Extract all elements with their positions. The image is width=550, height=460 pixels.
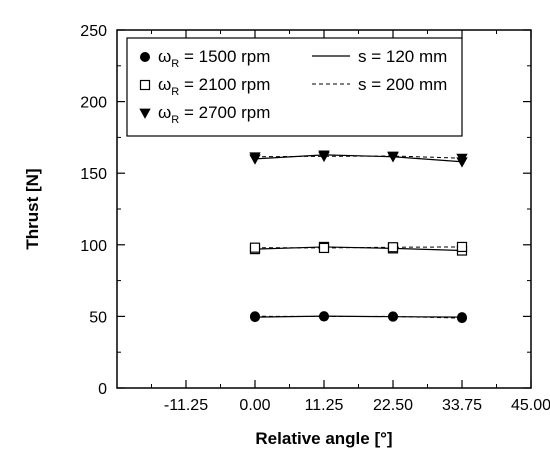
series-line — [254, 154, 463, 163]
data-point — [387, 151, 399, 162]
data-point — [318, 151, 330, 163]
y-tick-label: 100 — [80, 238, 107, 255]
data-point — [249, 152, 261, 163]
data-point — [319, 311, 329, 322]
legend-label: ωR = 1500 rpm — [158, 47, 270, 70]
series-layer — [249, 150, 468, 324]
y-tick-label: 150 — [80, 166, 107, 183]
series-1500rpm-200mm — [250, 311, 467, 324]
series-2100rpm-120mm — [249, 241, 468, 256]
data-point — [456, 241, 468, 253]
legend-entry: s = 120 mm — [312, 47, 447, 66]
legend: ωR = 1500 rpm ωR = 2100 rpm ωR = 2700 rpm s… — [126, 37, 463, 137]
data-point — [457, 313, 467, 324]
legend-box — [126, 37, 463, 137]
data-point — [388, 311, 398, 322]
legend-marker — [139, 108, 151, 119]
x-tick-label: 11.25 — [305, 397, 344, 414]
legend-entry: ωR = 2700 rpm — [139, 103, 270, 126]
x-tick-label: 45.00 — [511, 397, 550, 414]
legend-entry: s = 200 mm — [312, 75, 447, 94]
data-point — [387, 242, 399, 253]
data-point — [318, 242, 330, 254]
series-2100rpm-200mm — [249, 241, 468, 254]
data-point — [249, 242, 261, 253]
legend-label: s = 200 mm — [358, 75, 447, 94]
data-point — [456, 153, 468, 164]
legend-label: s = 120 mm — [358, 47, 447, 66]
x-tick-label: 33.75 — [442, 397, 482, 414]
data-point — [250, 311, 260, 322]
legend-entry: ωR = 2100 rpm — [139, 75, 270, 98]
legend-entry: ωR = 1500 rpm — [140, 47, 270, 70]
series-line — [254, 315, 463, 318]
legend-marker — [140, 52, 150, 62]
x-tick-label: 22.50 — [373, 397, 413, 414]
y-tick-label: 0 — [98, 381, 107, 398]
series-2700rpm-200mm — [249, 151, 468, 164]
y-tick-label: 200 — [80, 95, 107, 112]
x-axis-title: Relative angle [°] — [255, 429, 392, 448]
axes: -11.25 0.00 11.25 22.50 33.75 45.00 0 50 100 150 2… — [80, 23, 550, 414]
series-line — [254, 246, 463, 252]
series-2700rpm-120mm — [249, 150, 468, 168]
x-tick-label: -11.25 — [164, 397, 208, 414]
series-1500rpm-120mm — [250, 311, 467, 323]
y-tick-label: 50 — [89, 309, 107, 326]
legend-label: ωR = 2700 rpm — [158, 103, 270, 126]
x-tick-label: 0.00 — [239, 397, 270, 414]
y-tick-label: 250 — [80, 23, 107, 40]
legend-label: ωR = 2100 rpm — [158, 75, 270, 98]
y-axis-title: Thrust [N] — [23, 168, 42, 249]
legend-marker — [139, 79, 151, 91]
